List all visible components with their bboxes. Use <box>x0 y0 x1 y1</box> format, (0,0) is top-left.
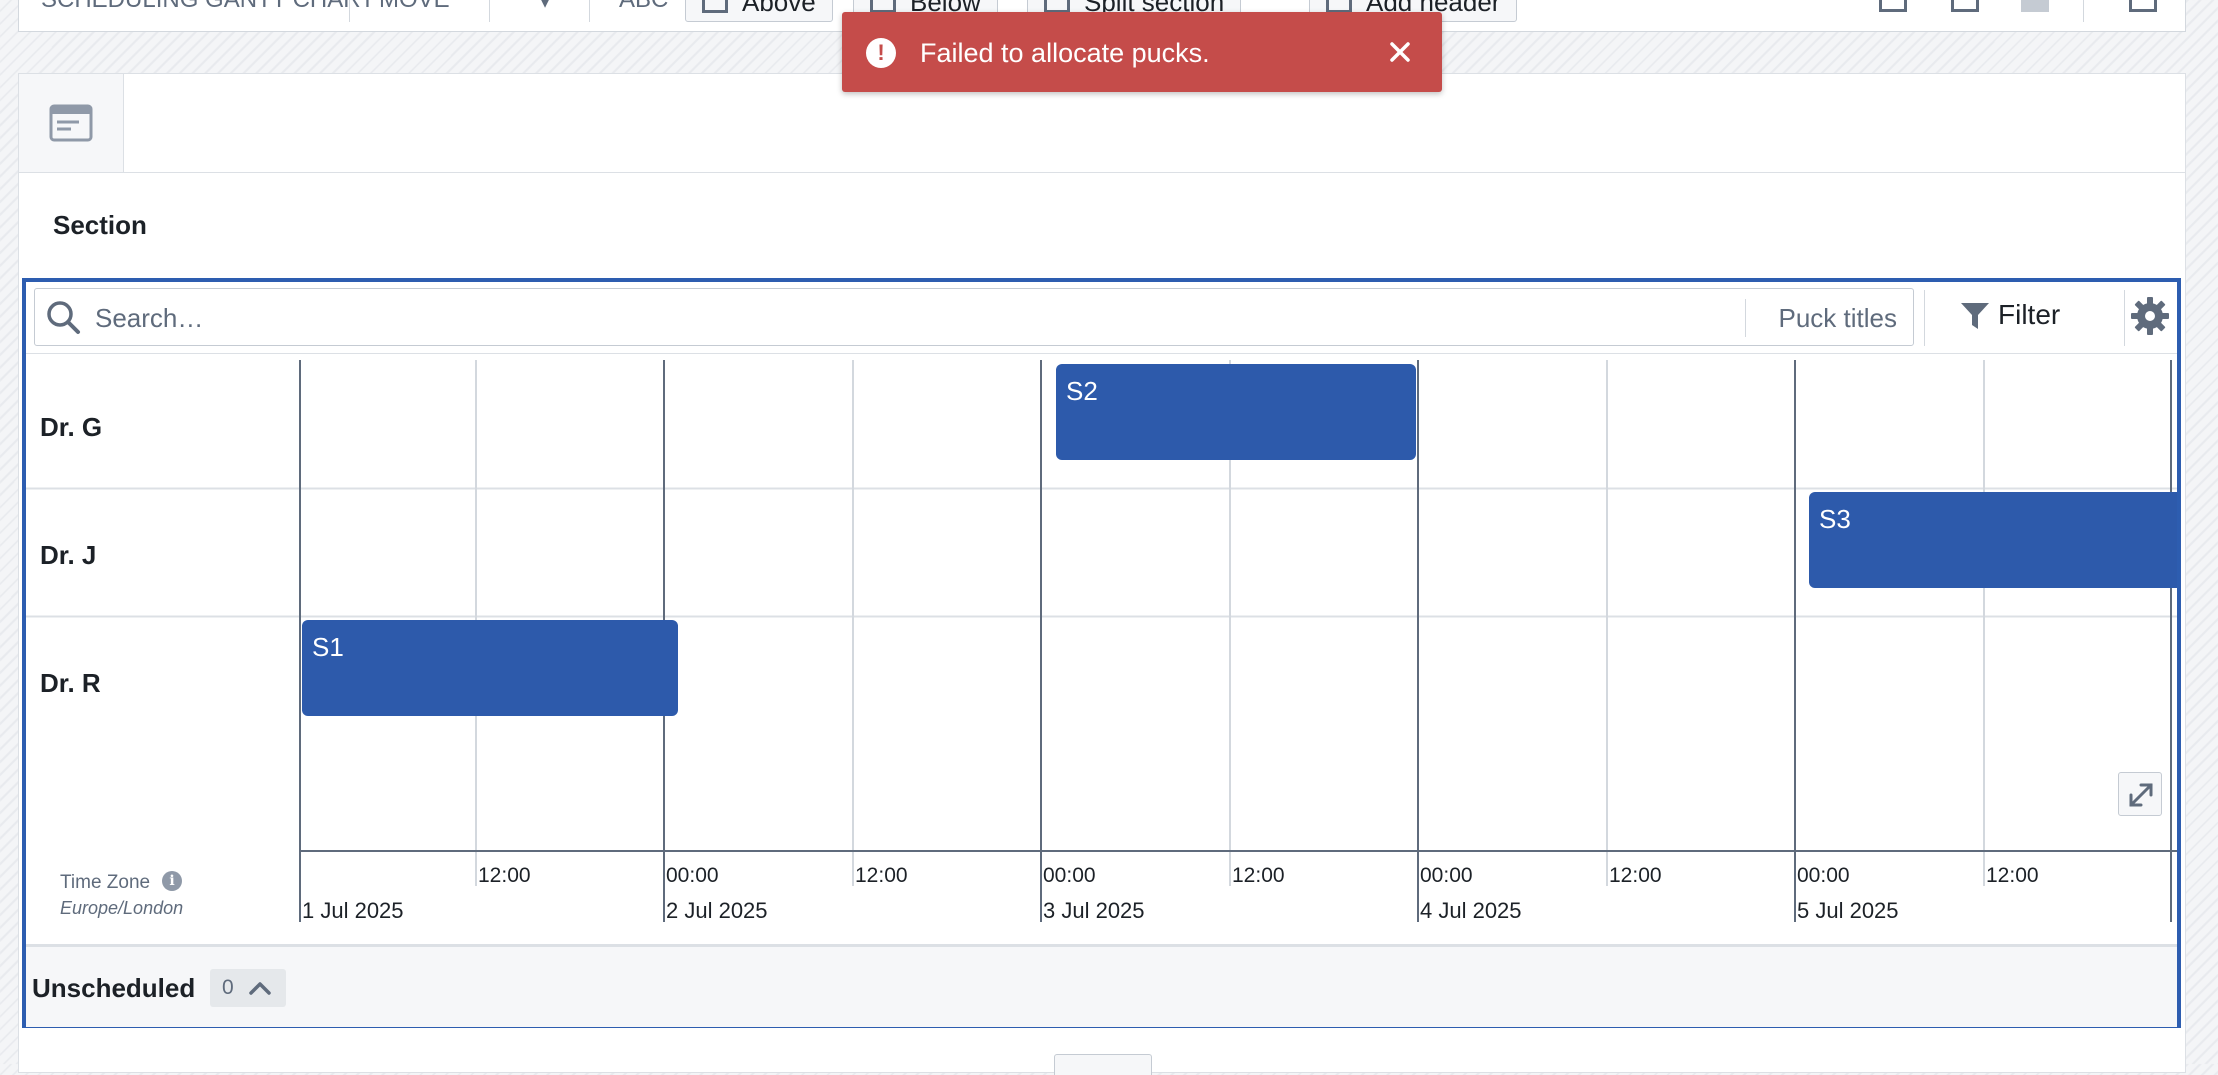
row-label-dr-g: Dr. G <box>40 412 103 442</box>
error-toast: ! Failed to allocate pucks. <box>842 12 1442 92</box>
tick-label: 00:00 <box>1043 864 1096 887</box>
date-label: 3 Jul 2025 <box>1043 898 1145 923</box>
row-label-dr-j: Dr. J <box>40 540 97 570</box>
time-zone-label: Time Zone <box>60 872 151 893</box>
copy-icon[interactable] <box>1951 0 1979 12</box>
toolbar-abc-label[interactable]: ABC <box>619 0 668 14</box>
insert-above-icon <box>702 0 728 13</box>
toolbar-title: SCHEDULING GANTT CHART <box>41 0 375 14</box>
header-icon-box[interactable] <box>19 74 124 173</box>
date-label: 5 Jul 2025 <box>1797 898 1899 923</box>
search-mode-select[interactable]: Puck titles <box>1778 303 1898 333</box>
toolbar-divider <box>349 0 350 22</box>
section-title: Section <box>53 210 147 240</box>
header-icon <box>1326 0 1352 13</box>
tick-label: 12:00 <box>1232 864 1285 887</box>
tick-label: 12:00 <box>1986 864 2039 887</box>
layout-icon[interactable] <box>1879 0 1907 12</box>
insert-above-button[interactable]: Above <box>685 0 833 22</box>
toolbar-divider <box>26 353 2177 354</box>
split-icon <box>1044 0 1070 13</box>
puck-s2[interactable]: S2 <box>1056 364 1416 460</box>
date-label: 2 Jul 2025 <box>666 898 768 923</box>
toolbar-move-label[interactable]: MOVE <box>379 0 450 14</box>
filter-button[interactable]: Filter <box>1954 292 2060 338</box>
error-icon: ! <box>866 38 896 68</box>
chevron-down-icon[interactable]: ▾ <box>539 0 552 14</box>
filter-icon <box>1961 303 1989 329</box>
gantt-widget: Puck titles Filter <box>22 278 2181 1028</box>
tick-label: 00:00 <box>1420 864 1473 887</box>
date-label: 4 Jul 2025 <box>1420 898 1522 923</box>
gear-icon[interactable] <box>2130 296 2170 336</box>
row-label-dr-r: Dr. R <box>40 668 101 698</box>
time-zone-value: Europe/London <box>60 898 184 918</box>
toolbar-divider <box>2083 0 2084 22</box>
expand-button[interactable] <box>2118 772 2162 816</box>
gantt-grid <box>26 360 2177 922</box>
tick-label: 12:00 <box>478 864 531 887</box>
table-icon[interactable] <box>2129 0 2157 12</box>
chevron-up-icon <box>249 982 271 995</box>
maximize-icon <box>2129 783 2153 807</box>
puck-s1[interactable]: S1 <box>302 620 678 716</box>
unscheduled-bar: Unscheduled 0 <box>26 944 2177 1027</box>
tick-label: 12:00 <box>855 864 908 887</box>
bottom-add-button[interactable] <box>1054 1054 1152 1075</box>
unscheduled-count: 0 <box>222 976 234 999</box>
unscheduled-label: Unscheduled <box>32 973 196 1003</box>
toast-message: Failed to allocate pucks. <box>920 38 1210 68</box>
toolbar-divider <box>1924 290 1925 346</box>
toolbar-divider <box>589 0 590 22</box>
search-icon <box>47 301 80 334</box>
info-icon[interactable]: i <box>162 871 182 891</box>
unscheduled-toggle-button[interactable]: 0 <box>210 969 286 1007</box>
search-divider <box>1745 299 1746 337</box>
insert-below-icon <box>870 0 896 13</box>
toolbar-divider <box>489 0 490 22</box>
filter-label: Filter <box>1998 299 2061 330</box>
close-icon[interactable] <box>1380 32 1420 72</box>
delete-icon[interactable] <box>2021 0 2049 12</box>
search-bar: Puck titles <box>34 288 1914 346</box>
toolbar-divider <box>2124 290 2125 346</box>
puck-s3[interactable]: S3 <box>1809 492 2177 588</box>
header-divider <box>123 172 2185 173</box>
date-label: 1 Jul 2025 <box>302 898 404 923</box>
tick-label: 12:00 <box>1609 864 1662 887</box>
search-input[interactable] <box>93 295 1297 341</box>
tick-label: 00:00 <box>666 864 719 887</box>
browser-window-icon <box>49 104 93 142</box>
tick-label: 00:00 <box>1797 864 1850 887</box>
